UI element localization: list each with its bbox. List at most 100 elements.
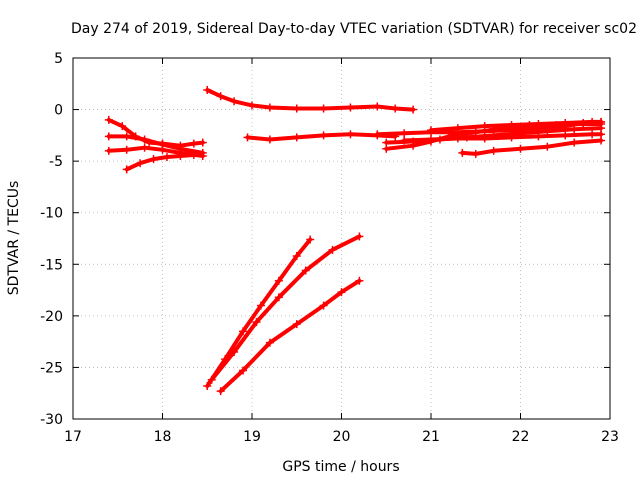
data-point [207, 375, 216, 384]
data-point [122, 132, 131, 141]
data-point [104, 115, 113, 124]
data-point [543, 142, 552, 151]
data-point [480, 134, 489, 143]
y-tick-label: -20 [40, 309, 63, 325]
data-point [427, 135, 435, 144]
data-point [355, 232, 364, 241]
data-point [162, 153, 171, 162]
x-tick-label: 22 [512, 429, 530, 445]
x-tick-label: 20 [333, 429, 351, 445]
x-tick-label: 17 [64, 429, 82, 445]
data-point [507, 121, 516, 130]
data-point [328, 245, 337, 254]
data-point [427, 126, 435, 135]
data-point [265, 135, 274, 144]
data-point [373, 130, 382, 139]
data-point [453, 134, 462, 143]
data-point [104, 132, 113, 141]
data-point [248, 101, 256, 110]
data-point [122, 145, 131, 154]
data-point [561, 131, 570, 140]
data-point [265, 103, 274, 112]
y-tick-label: 5 [54, 51, 63, 67]
data-point [189, 150, 198, 159]
y-tick-label: -10 [40, 206, 63, 222]
series-line-11 [460, 138, 603, 156]
data-point [252, 318, 261, 327]
data-point [588, 117, 597, 126]
x-tick-label: 23 [601, 429, 619, 445]
data-point [203, 85, 212, 94]
data-point [216, 92, 225, 101]
data-point [570, 125, 579, 134]
data-point [292, 252, 301, 261]
data-point [136, 159, 145, 168]
data-point [409, 141, 418, 150]
x-tick-label: 19 [243, 429, 261, 445]
data-point [243, 133, 252, 142]
data-point [230, 347, 239, 356]
data-point [104, 146, 113, 155]
x-axis-label: GPS time / hours [282, 459, 399, 475]
series-layer [104, 85, 606, 396]
grid-lines [73, 58, 610, 419]
data-point [122, 165, 131, 174]
data-point [597, 117, 606, 126]
data-point [306, 235, 315, 244]
data-point [597, 136, 606, 145]
data-point [346, 103, 355, 112]
series-line-12 [429, 119, 603, 133]
data-point [400, 129, 409, 138]
data-point [400, 136, 409, 145]
data-point [140, 135, 149, 144]
data-point [570, 138, 579, 147]
data-point [319, 131, 328, 140]
data-point [458, 148, 467, 157]
data-point [158, 145, 167, 154]
data-point [292, 133, 301, 142]
data-point [256, 301, 265, 310]
data-point [274, 276, 283, 285]
y-tick-label: -15 [40, 257, 63, 273]
data-point [301, 266, 310, 275]
y-tick-label: 0 [54, 103, 63, 119]
data-point [176, 151, 185, 160]
data-point [149, 155, 158, 164]
data-point [118, 122, 127, 131]
data-point [355, 276, 364, 285]
data-point [198, 151, 207, 160]
axis-ticks: 17 18 19 20 21 22 23 -30 -25 -20 -15 -10 -5 0 5 [40, 51, 619, 445]
data-point [471, 149, 480, 158]
data-point [203, 381, 212, 390]
y-axis-label: SDTVAR / TECUs [6, 181, 22, 296]
data-point [292, 320, 301, 329]
data-point [489, 146, 498, 155]
data-point [453, 124, 462, 133]
data-point [391, 104, 400, 113]
data-point [543, 127, 552, 136]
data-point [189, 139, 198, 148]
y-tick-label: -30 [40, 412, 63, 428]
data-point [319, 301, 328, 310]
data-point [216, 387, 225, 396]
series-line-14 [209, 234, 362, 382]
data-point [230, 97, 239, 106]
data-point [346, 130, 355, 139]
data-point [140, 143, 149, 152]
data-point [239, 366, 248, 375]
data-point [373, 102, 382, 111]
y-tick-label: -5 [49, 154, 63, 170]
x-tick-label: 18 [154, 429, 172, 445]
data-point [480, 122, 489, 131]
data-point [588, 130, 597, 139]
data-point [198, 138, 207, 147]
data-point [471, 128, 480, 137]
data-point [274, 293, 283, 302]
data-point [409, 105, 418, 114]
data-point [337, 288, 346, 297]
data-point [534, 120, 543, 129]
data-point [265, 338, 274, 347]
data-point [516, 144, 525, 153]
data-point [561, 118, 570, 127]
